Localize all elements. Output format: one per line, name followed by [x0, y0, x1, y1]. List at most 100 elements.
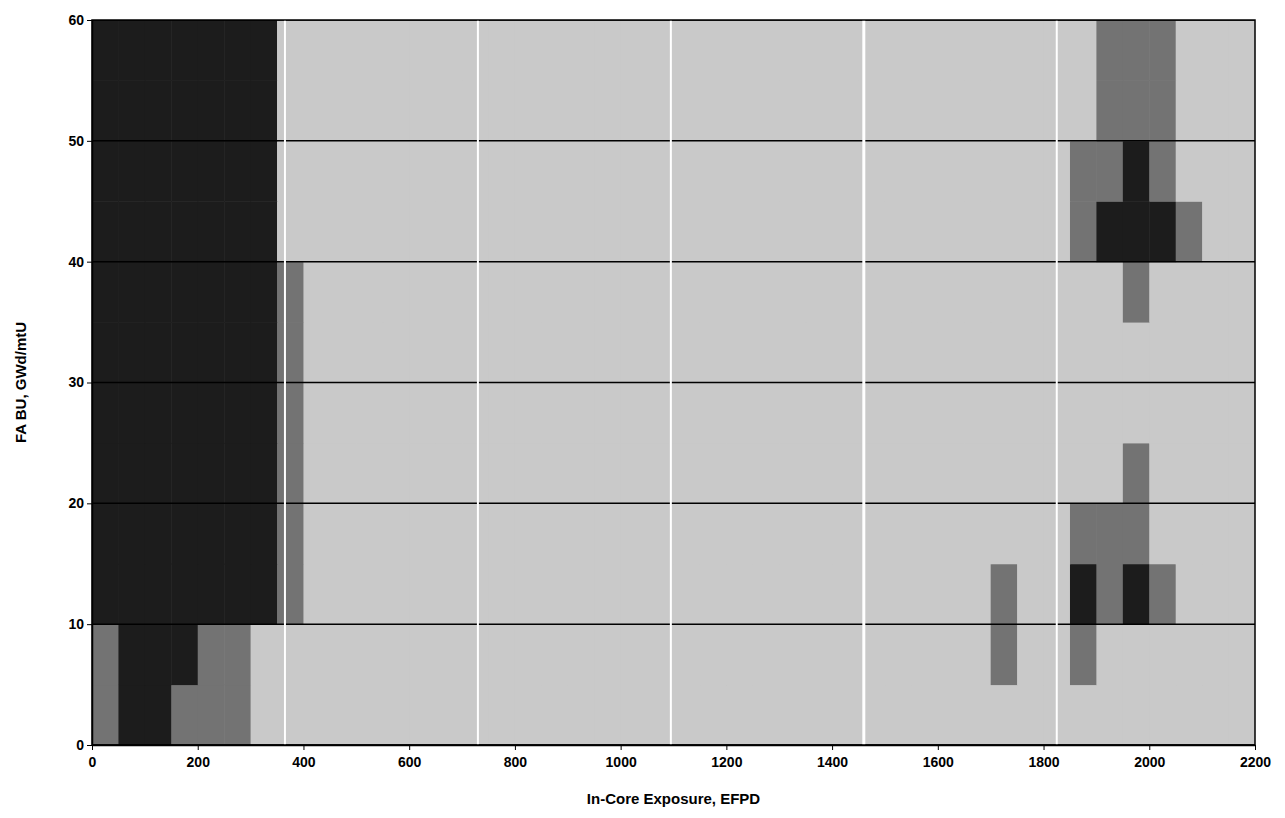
heat-cell: [409, 685, 436, 745]
heat-cell: [1149, 443, 1176, 504]
heat-cell: [885, 80, 912, 141]
heat-cell: [277, 201, 304, 262]
heat-cell: [911, 262, 938, 323]
reference-line: [477, 20, 479, 745]
heat-cell: [145, 443, 172, 504]
heat-cell: [277, 503, 304, 564]
heat-cell: [409, 80, 436, 141]
heat-cell: [700, 201, 727, 262]
heat-cell: [356, 322, 383, 383]
heat-cell: [92, 624, 119, 685]
heat-cell: [832, 564, 859, 625]
heat-cell: [568, 20, 595, 81]
heat-cell: [674, 201, 701, 262]
tick-mark: [1044, 745, 1045, 750]
heat-cell: [700, 503, 727, 564]
heat-cell: [515, 80, 542, 141]
heat-cell: [938, 262, 965, 323]
heat-cell: [409, 564, 436, 625]
heat-cell: [541, 443, 568, 504]
heat-cell: [409, 201, 436, 262]
tick-mark: [409, 745, 410, 750]
heat-cell: [251, 685, 278, 745]
tick: 20: [68, 495, 92, 511]
tick-label: 0: [89, 754, 97, 770]
heat-cell: [356, 564, 383, 625]
heat-cell: [1229, 262, 1255, 323]
heat-cell: [145, 80, 172, 141]
heat-cell: [1070, 322, 1097, 383]
heat-cell: [594, 685, 621, 745]
heat-cell: [621, 141, 648, 202]
heat-cell: [277, 141, 304, 202]
heat-cell: [911, 201, 938, 262]
tick-label: 1400: [817, 754, 848, 770]
heat-cell: [594, 443, 621, 504]
heat-cell: [330, 201, 357, 262]
heat-cell: [938, 685, 965, 745]
tick-label: 50: [68, 133, 84, 149]
y-axis-title: FA BU, GWd/mtU: [12, 322, 29, 443]
heat-cell: [594, 201, 621, 262]
tick-mark: [87, 745, 92, 746]
heat-cell: [700, 20, 727, 81]
heat-cell: [700, 443, 727, 504]
heat-cell: [303, 624, 330, 685]
heat-cell: [383, 624, 410, 685]
heat-cell: [726, 624, 753, 685]
heat-cell: [832, 503, 859, 564]
heat-cell: [356, 141, 383, 202]
plot: 0200400600800100012001400160018002000220…: [68, 12, 1271, 770]
heat-cell: [938, 20, 965, 81]
heat-cell: [1123, 262, 1150, 323]
heat-cell: [488, 503, 515, 564]
tick: 600: [398, 745, 422, 770]
heat-cell: [594, 141, 621, 202]
heat-cell: [568, 322, 595, 383]
heat-cell: [674, 624, 701, 685]
heat-cell: [806, 564, 833, 625]
heat-cell: [991, 624, 1018, 685]
heat-cell: [938, 564, 965, 625]
heat-cell: [594, 322, 621, 383]
heat-cell: [779, 443, 806, 504]
heat-cell: [145, 624, 172, 685]
heat-cell: [779, 503, 806, 564]
heat-cell: [621, 322, 648, 383]
heat-cell: [674, 383, 701, 444]
heat-cell: [436, 141, 463, 202]
heat-cell: [92, 262, 119, 323]
heat-cell: [885, 564, 912, 625]
heat-cell: [251, 262, 278, 323]
heat-cell: [1202, 262, 1229, 323]
heat-cell: [1176, 201, 1203, 262]
heat-cell: [330, 383, 357, 444]
tick-label: 20: [68, 495, 84, 511]
heat-cell: [1149, 201, 1176, 262]
heat-cell: [224, 141, 251, 202]
heat-cell: [171, 20, 198, 81]
heat-cell: [568, 262, 595, 323]
heat-cell: [832, 322, 859, 383]
heat-cell: [832, 141, 859, 202]
heat-cell: [251, 503, 278, 564]
heat-cell: [118, 443, 145, 504]
heat-cell: [303, 80, 330, 141]
heat-cell: [621, 262, 648, 323]
heat-cell: [224, 262, 251, 323]
heat-cell: [409, 383, 436, 444]
heat-cell: [1202, 20, 1229, 81]
heat-cell: [145, 141, 172, 202]
heat-cell: [885, 262, 912, 323]
heat-cell: [198, 383, 225, 444]
heat-cell: [753, 201, 780, 262]
heat-cell: [1149, 141, 1176, 202]
heat-cell: [171, 322, 198, 383]
heat-cell: [356, 383, 383, 444]
tick: 40: [68, 254, 92, 270]
heat-cell: [118, 685, 145, 745]
heat-cell: [1149, 262, 1176, 323]
heat-cell: [409, 262, 436, 323]
heat-cell: [1202, 322, 1229, 383]
heat-cell: [118, 80, 145, 141]
